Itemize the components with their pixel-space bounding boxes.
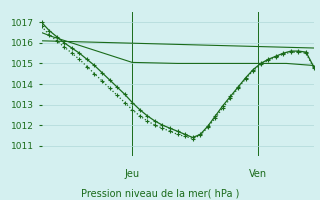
Text: Ven: Ven	[249, 169, 267, 179]
Text: Jeu: Jeu	[124, 169, 140, 179]
Text: Pression niveau de la mer( hPa ): Pression niveau de la mer( hPa )	[81, 188, 239, 198]
